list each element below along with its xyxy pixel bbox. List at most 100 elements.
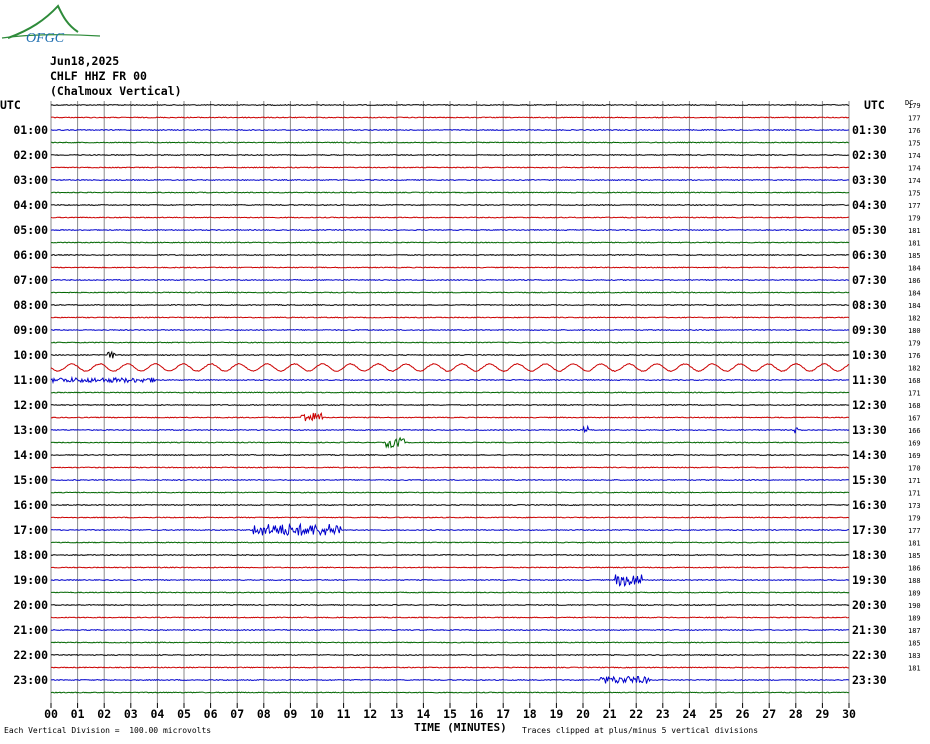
plot-grid	[50, 101, 850, 708]
dc-value: 171	[908, 390, 921, 398]
x-tick-label: 29	[815, 707, 829, 721]
dc-value: 176	[908, 127, 921, 135]
right-axis-title: UTC	[864, 98, 885, 112]
trace-40	[50, 603, 850, 607]
dc-value: 187	[908, 627, 921, 635]
right-hour-label: 15:30	[852, 473, 887, 487]
trace-32	[50, 503, 850, 507]
x-tick-label: 05	[177, 707, 191, 721]
dc-value: 177	[908, 202, 921, 210]
dc-value: 169	[908, 452, 921, 460]
trace-3	[51, 141, 850, 144]
x-tick-label: 00	[44, 707, 58, 721]
dc-value: 169	[908, 440, 921, 448]
right-hour-label: 06:30	[852, 248, 887, 262]
left-hour-label: 23:00	[13, 673, 48, 687]
x-tick-label: 12	[363, 707, 377, 721]
dc-value: 174	[908, 177, 921, 185]
trace-43	[50, 641, 850, 644]
right-hour-label: 16:30	[852, 498, 887, 512]
dc-value: 179	[908, 515, 921, 523]
left-axis-title: UTC	[0, 98, 21, 112]
trace-7	[50, 191, 850, 194]
right-hour-label: 23:30	[852, 673, 887, 687]
dc-value: 186	[908, 565, 921, 573]
dc-value: 188	[908, 577, 921, 585]
right-hour-label: 12:30	[852, 398, 887, 412]
header-station: CHLF HHZ FR 00	[50, 69, 147, 83]
x-axis-title: TIME (MINUTES)	[414, 721, 507, 734]
left-hour-label: 13:00	[13, 423, 48, 437]
trace-14	[51, 278, 850, 282]
x-tick-label: 02	[97, 707, 111, 721]
trace-13	[50, 266, 850, 269]
trace-9	[50, 216, 850, 219]
x-tick-label: 17	[496, 707, 510, 721]
right-hour-label: 08:30	[852, 298, 887, 312]
right-hour-label: 11:30	[852, 373, 887, 387]
dc-value: 181	[908, 540, 921, 548]
header-date: Jun18,2025	[50, 54, 120, 68]
right-hour-label: 17:30	[852, 523, 887, 537]
right-hour-label: 09:30	[852, 323, 887, 337]
right-hour-label: 03:30	[852, 173, 887, 187]
trace-23	[50, 391, 850, 394]
x-tick-label: 26	[736, 707, 750, 721]
dc-value: 179	[908, 215, 921, 223]
dc-value: 176	[908, 352, 921, 360]
axis-labels: 00 01 02 03 04 05 06 07 08 09 10 11 12 13 14 15 16 17 18 19…	[0, 98, 921, 721]
trace-11	[50, 241, 850, 244]
dc-value: 189	[908, 615, 921, 623]
trace-35	[50, 541, 850, 544]
dc-value: 177	[908, 527, 921, 535]
left-hour-label: 06:00	[13, 248, 48, 262]
trace-21	[50, 362, 850, 373]
x-tick-label: 13	[390, 707, 404, 721]
ofgc-logo: OFGC	[1, 4, 101, 46]
x-tick-label: 20	[576, 707, 590, 721]
trace-1	[50, 116, 850, 119]
dc-value: 184	[908, 302, 921, 310]
dc-value: 171	[908, 490, 921, 498]
dc-value: 175	[908, 140, 921, 148]
dc-value: 182	[908, 365, 921, 373]
trace-8	[50, 203, 849, 207]
trace-39	[51, 591, 850, 594]
x-tick-label: 14	[416, 707, 430, 721]
dc-column-title: DC	[905, 99, 913, 107]
dc-value: 167	[908, 415, 921, 423]
dc-value: 183	[908, 652, 921, 660]
trace-25	[50, 411, 849, 422]
dc-value: 175	[908, 190, 921, 198]
trace-33	[50, 516, 850, 519]
trace-15	[50, 291, 850, 294]
left-hour-label: 12:00	[13, 398, 48, 412]
trace-6	[50, 178, 850, 182]
left-hour-label: 07:00	[13, 273, 48, 287]
right-hour-label: 05:30	[852, 223, 887, 237]
trace-28	[50, 453, 850, 457]
footer-clip-note: Traces clipped at plus/minus 5 vertical …	[522, 726, 759, 735]
left-hour-label: 20:00	[13, 598, 48, 612]
x-tick-label: 09	[283, 707, 297, 721]
dc-value: 181	[908, 240, 921, 248]
dc-value: 181	[908, 227, 921, 235]
trace-0	[50, 103, 850, 107]
left-hour-label: 08:00	[13, 298, 48, 312]
left-hour-label: 05:00	[13, 223, 48, 237]
trace-12	[50, 253, 850, 257]
x-tick-label: 25	[709, 707, 723, 721]
trace-47	[50, 691, 850, 694]
trace-19	[51, 341, 850, 344]
x-tick-label: 30	[842, 707, 856, 721]
x-tick-label: 21	[603, 707, 617, 721]
left-hour-label: 15:00	[13, 473, 48, 487]
x-tick-label: 28	[789, 707, 803, 721]
trace-29	[50, 466, 850, 469]
x-tick-label: 22	[629, 707, 643, 721]
dc-value: 182	[908, 315, 921, 323]
trace-46	[50, 675, 850, 684]
left-hour-label: 11:00	[13, 373, 48, 387]
logo-text: OFGC	[26, 31, 65, 46]
